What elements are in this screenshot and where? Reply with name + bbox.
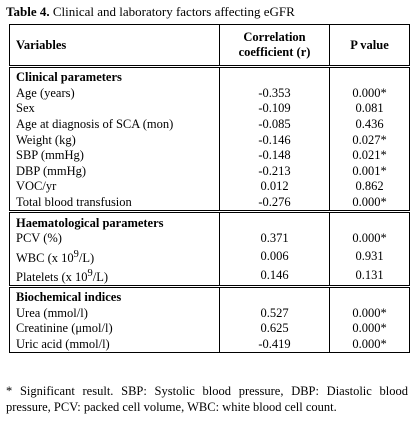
variable-cell: VOC/yr xyxy=(9,179,220,195)
correlation-cell: -0.109 xyxy=(219,101,330,117)
variable-cell: Urea (mmol/l) xyxy=(9,305,220,322)
correlation-cell: -0.353 xyxy=(219,85,330,102)
section-title: Haematological parameters xyxy=(9,211,220,231)
table-number: Table 4. xyxy=(6,4,50,19)
table-row: Urea (mmol/l) 0.527 0.000* xyxy=(9,305,410,322)
variable-cell: Age (years) xyxy=(9,85,220,102)
variable-superscript: 9 xyxy=(73,248,79,260)
correlation-cell: -0.146 xyxy=(219,132,330,148)
table-row: Creatinine (μmol/l) 0.625 0.000* xyxy=(9,321,410,337)
header-correlation-line2: coefficient (r) xyxy=(238,45,311,59)
table-row: Age at diagnosis of SCA (mon) -0.085 0.4… xyxy=(9,116,410,133)
correlation-cell: 0.527 xyxy=(219,305,330,322)
section-row: Clinical parameters xyxy=(9,66,410,86)
variable-text-unit: /L) xyxy=(78,250,95,265)
correlation-cell: 0.371 xyxy=(219,230,330,247)
table-caption: Table 4. Clinical and laboratory factors… xyxy=(6,4,295,20)
pvalue-cell: 0.027* xyxy=(329,132,410,148)
correlation-cell: 0.006 xyxy=(219,246,330,266)
variable-cell: Weight (kg) xyxy=(9,132,220,148)
pvalue-cell: 0.001* xyxy=(329,163,410,180)
pvalue-cell: 0.081 xyxy=(329,101,410,117)
variable-cell: WBC (x 109/L) xyxy=(9,246,220,266)
correlation-cell: -0.419 xyxy=(219,336,330,354)
header-correlation: Correlation coefficient (r) xyxy=(219,24,330,68)
table-row: DBP (mmHg) -0.213 0.001* xyxy=(9,163,410,180)
variable-cell: PCV (%) xyxy=(9,230,220,247)
correlation-cell: -0.148 xyxy=(219,147,330,164)
pvalue-cell: 0.000* xyxy=(329,85,410,102)
correlation-cell: -0.213 xyxy=(219,163,330,180)
variable-cell: Total blood transfusion xyxy=(9,194,220,214)
variable-text-unit: /L) xyxy=(92,269,108,284)
correlation-cell: 0.625 xyxy=(219,321,330,337)
table-row: PCV (%) 0.371 0.000* xyxy=(9,230,410,247)
table-row: SBP (mmHg) -0.148 0.021* xyxy=(9,147,410,164)
variable-cell: Creatinine (μmol/l) xyxy=(9,321,220,337)
variable-cell: Platelets (x 109/L) xyxy=(9,265,220,288)
variable-cell: Uric acid (mmol/l) xyxy=(9,336,220,354)
table-row: WBC (x 109/L) 0.006 0.931 xyxy=(9,246,410,266)
variable-cell: SBP (mmHg) xyxy=(9,147,220,164)
pvalue-cell: 0.000* xyxy=(329,230,410,247)
variable-text: Platelets (x 10 xyxy=(16,269,88,284)
variable-superscript: 9 xyxy=(87,267,93,279)
pvalue-cell: 0.436 xyxy=(329,116,410,133)
table-row: Weight (kg) -0.146 0.027* xyxy=(9,132,410,148)
section-row: Biochemical indices xyxy=(9,286,410,306)
header-row: Variables Correlation coefficient (r) P … xyxy=(9,24,410,68)
table-row: Total blood transfusion -0.276 0.000* xyxy=(9,194,410,214)
table-footnote: * Significant result. SBP: Systolic bloo… xyxy=(6,384,408,414)
correlation-cell: -0.085 xyxy=(219,116,330,133)
pvalue-cell: 0.131 xyxy=(329,265,410,288)
variable-cell: DBP (mmHg) xyxy=(9,163,220,180)
header-variables: Variables xyxy=(9,24,220,68)
correlation-cell: 0.012 xyxy=(219,179,330,195)
table-row: Sex -0.109 0.081 xyxy=(9,101,410,117)
pvalue-cell: 0.931 xyxy=(329,246,410,266)
table-row: VOC/yr 0.012 0.862 xyxy=(9,179,410,195)
table-row: Platelets (x 109/L) 0.146 0.131 xyxy=(9,265,410,288)
variable-cell: Age at diagnosis of SCA (mon) xyxy=(9,116,220,133)
pvalue-cell: 0.862 xyxy=(329,179,410,195)
variable-cell: Sex xyxy=(9,101,220,117)
table-row: Age (years) -0.353 0.000* xyxy=(9,85,410,102)
header-pvalue: P value xyxy=(329,24,410,68)
pvalue-cell: 0.000* xyxy=(329,336,410,354)
table-row: Uric acid (mmol/l) -0.419 0.000* xyxy=(9,336,410,354)
pvalue-cell: 0.000* xyxy=(329,321,410,337)
header-correlation-line1: Correlation xyxy=(243,30,306,44)
pvalue-cell: 0.000* xyxy=(329,194,410,214)
data-table: Variables Correlation coefficient (r) P … xyxy=(9,24,410,354)
section-row: Haematological parameters xyxy=(9,211,410,231)
pvalue-cell: 0.021* xyxy=(329,147,410,164)
table-title: Clinical and laboratory factors affectin… xyxy=(52,4,295,19)
correlation-cell: 0.146 xyxy=(219,265,330,288)
pvalue-cell: 0.000* xyxy=(329,305,410,322)
correlation-cell: -0.276 xyxy=(219,194,330,214)
variable-text: WBC (x 10 xyxy=(16,250,74,265)
section-title: Clinical parameters xyxy=(9,66,220,86)
section-title: Biochemical indices xyxy=(9,286,220,306)
